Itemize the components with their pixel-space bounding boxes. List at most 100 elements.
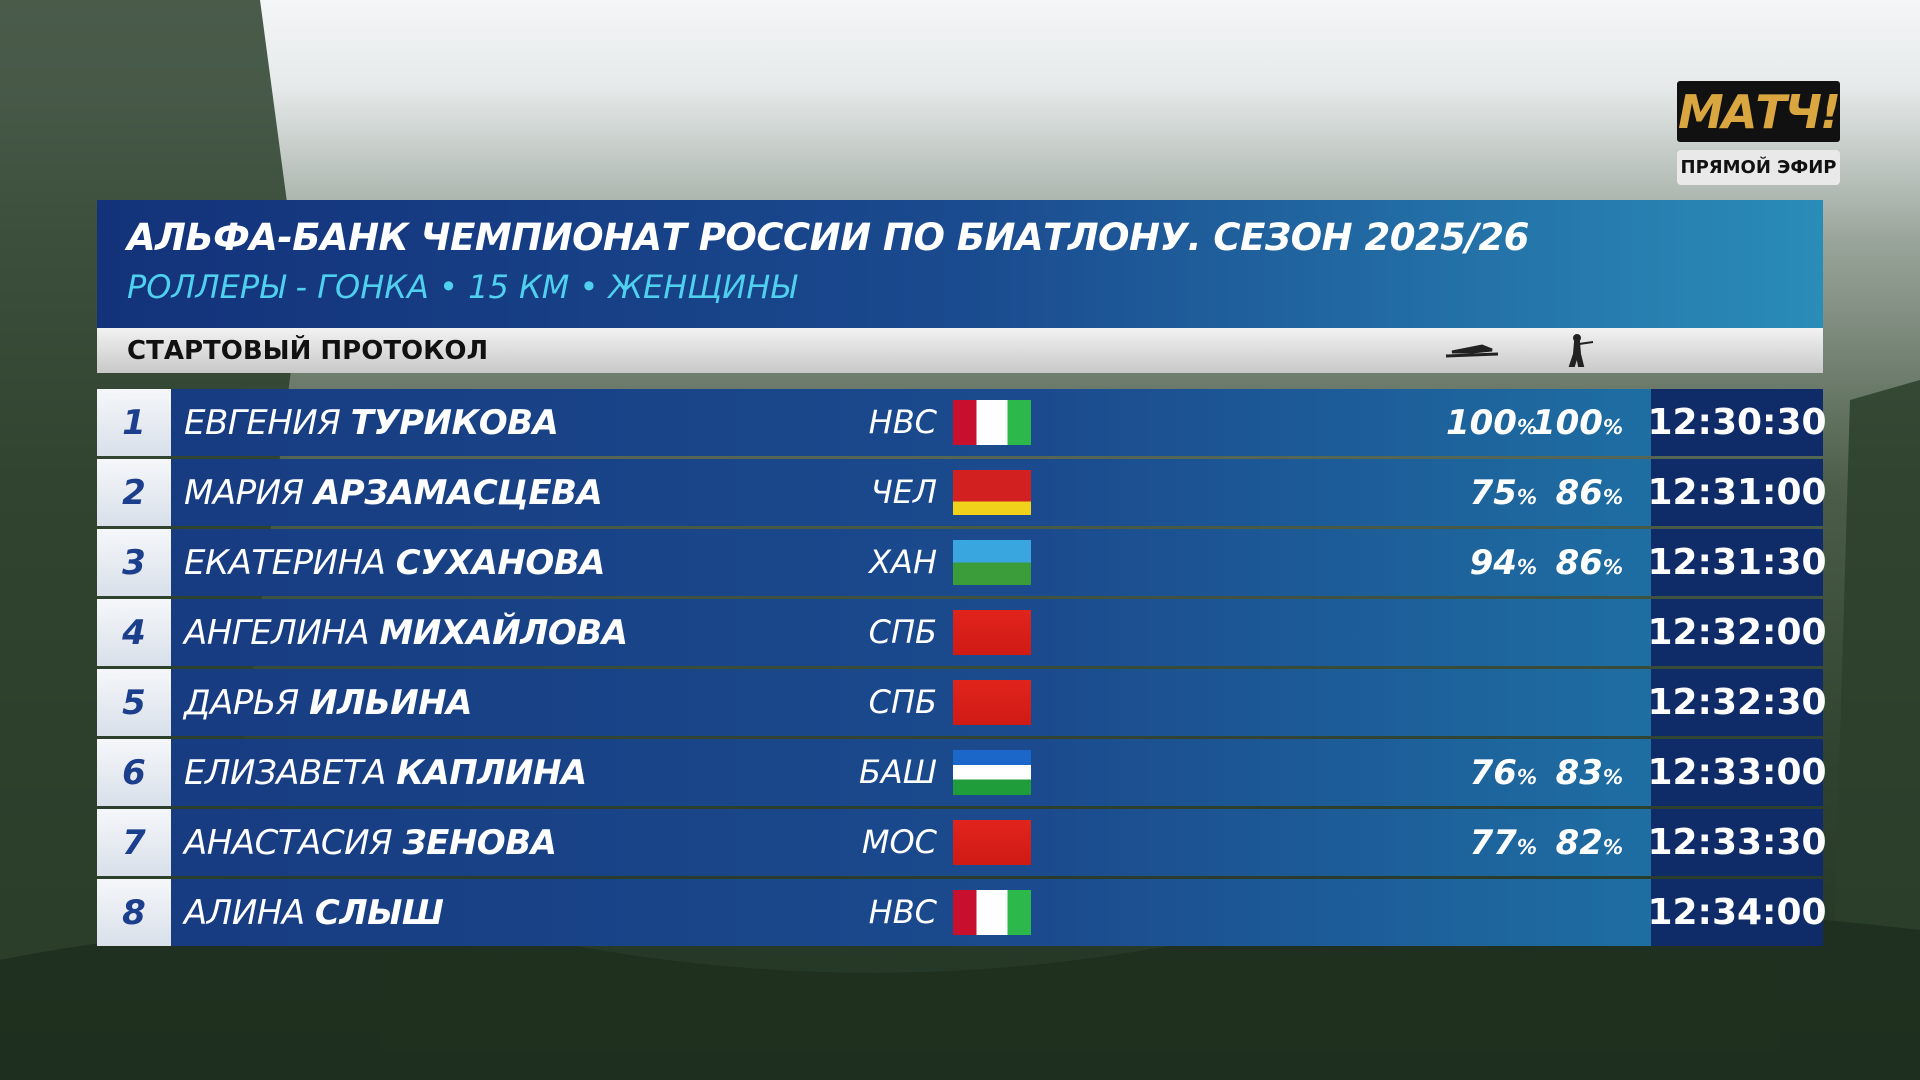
region-flag <box>953 750 1031 795</box>
rank: 1 <box>97 389 171 456</box>
first-name: АНГЕЛИНА <box>184 613 370 653</box>
rank: 5 <box>97 669 171 736</box>
start-row: 2 МАРИЯ АРЗАМАСЦЕВА ЧЕЛ 75% 86% 12:31:00 <box>97 459 1827 526</box>
first-name: МАРИЯ <box>184 473 304 513</box>
region-flag <box>953 610 1031 655</box>
start-row: 7 АНАСТАСИЯ ЗЕНОВА МОС 77% 82% 12:33:30 <box>97 809 1827 876</box>
region: ХАН <box>869 543 937 581</box>
ski-accuracy: 77% <box>1470 823 1537 863</box>
shooting-accuracy-value: 86 <box>1555 473 1603 513</box>
athlete-name: АНГЕЛИНА МИХАЙЛОВА <box>184 613 628 653</box>
ski-accuracy: 100% <box>1446 403 1537 443</box>
live-badge: ПРЯМОЙ ЭФИР <box>1677 150 1840 185</box>
subtitle: РОЛЛЕРЫ - ГОНКА • 15 КМ • ЖЕНЩИНЫ <box>127 268 797 306</box>
last-name: ЗЕНОВА <box>402 823 557 863</box>
first-name: ЕВГЕНИЯ <box>184 403 341 443</box>
shooting-accuracy-unit: % <box>1602 415 1623 439</box>
athlete-name: АНАСТАСИЯ ЗЕНОВА <box>184 823 557 863</box>
first-name: ЕКАТЕРИНА <box>184 543 386 583</box>
shooting-accuracy-value: 83 <box>1555 753 1603 793</box>
region-flag <box>953 400 1031 445</box>
start-row: 3 ЕКАТЕРИНА СУХАНОВА ХАН 94% 86% 12:31:30 <box>97 529 1827 596</box>
channel-logo: МАТЧ! <box>1677 81 1841 142</box>
first-name: ДАРЬЯ <box>184 683 299 723</box>
ski-accuracy-unit: % <box>1516 415 1537 439</box>
ski-accuracy-unit: % <box>1516 555 1537 579</box>
athlete-name: ЕВГЕНИЯ ТУРИКОВА <box>184 403 559 443</box>
first-name: АЛИНА <box>184 893 305 933</box>
region: СПБ <box>868 613 937 651</box>
ski-accuracy-value: 75 <box>1469 473 1517 513</box>
shooting-accuracy-value: 100 <box>1531 403 1603 443</box>
region: НВС <box>868 893 937 931</box>
region-flag <box>953 820 1031 865</box>
athlete-name: АЛИНА СЛЫШ <box>184 893 444 933</box>
region-flag <box>953 680 1031 725</box>
shooting-accuracy-unit: % <box>1602 485 1623 509</box>
start-row: 1 ЕВГЕНИЯ ТУРИКОВА НВС 100% 100% 12:30:30 <box>97 389 1827 456</box>
athlete-name: ЕЛИЗАВЕТА КАПЛИНА <box>184 753 587 793</box>
ski-accuracy-value: 100 <box>1445 403 1517 443</box>
section-label: СТАРТОВЫЙ ПРОТОКОЛ <box>127 336 489 366</box>
region: БАШ <box>858 753 937 791</box>
athlete-name: ЕКАТЕРИНА СУХАНОВА <box>184 543 606 583</box>
ski-accuracy-unit: % <box>1516 485 1537 509</box>
region: СПБ <box>868 683 937 721</box>
shooting-accuracy: 82% <box>1556 823 1623 863</box>
ski-accuracy: 75% <box>1470 473 1537 513</box>
rank: 6 <box>97 739 171 806</box>
ski-accuracy: 94% <box>1470 543 1537 583</box>
start-time: 12:31:00 <box>1647 459 1827 526</box>
rank: 7 <box>97 809 171 876</box>
ski-accuracy: 76% <box>1470 753 1537 793</box>
athlete-name: МАРИЯ АРЗАМАСЦЕВА <box>184 473 603 513</box>
rank: 4 <box>97 599 171 666</box>
section-bar: СТАРТОВЫЙ ПРОТОКОЛ <box>97 328 1823 373</box>
start-time: 12:30:30 <box>1647 389 1827 456</box>
last-name: КАПЛИНА <box>396 753 587 793</box>
title: АЛЬФА-БАНК ЧЕМПИОНАТ РОССИИ ПО БИАТЛОНУ.… <box>127 216 1529 259</box>
start-row: 8 АЛИНА СЛЫШ НВС 12:34:00 <box>97 879 1827 946</box>
shooting-accuracy: 86% <box>1556 543 1623 583</box>
athlete-name: ДАРЬЯ ИЛЬИНА <box>184 683 472 723</box>
start-row: 4 АНГЕЛИНА МИХАЙЛОВА СПБ 12:32:00 <box>97 599 1827 666</box>
shooting-accuracy: 86% <box>1556 473 1623 513</box>
shooting-accuracy: 100% <box>1532 403 1623 443</box>
first-name: ЕЛИЗАВЕТА <box>184 753 386 793</box>
last-name: АРЗАМАСЦЕВА <box>313 473 603 513</box>
ski-accuracy-value: 94 <box>1469 543 1517 583</box>
shooting-accuracy-unit: % <box>1602 765 1623 789</box>
shooting-accuracy-unit: % <box>1602 835 1623 859</box>
start-time: 12:32:00 <box>1647 599 1827 666</box>
start-row: 5 ДАРЬЯ ИЛЬИНА СПБ 12:32:30 <box>97 669 1827 736</box>
ski-icon <box>1445 344 1499 358</box>
shooting-accuracy-value: 86 <box>1555 543 1603 583</box>
shooting-accuracy: 83% <box>1556 753 1623 793</box>
last-name: ТУРИКОВА <box>350 403 559 443</box>
shooting-icon <box>1568 334 1594 367</box>
last-name: МИХАЙЛОВА <box>379 613 628 653</box>
start-time: 12:34:00 <box>1647 879 1827 946</box>
last-name: СУХАНОВА <box>395 543 606 583</box>
start-row: 6 ЕЛИЗАВЕТА КАПЛИНА БАШ 76% 83% 12:33:00 <box>97 739 1827 806</box>
start-time: 12:33:30 <box>1647 809 1827 876</box>
region: ЧЕЛ <box>870 473 937 511</box>
region-flag <box>953 470 1031 515</box>
ski-accuracy-value: 76 <box>1469 753 1517 793</box>
first-name: АНАСТАСИЯ <box>184 823 393 863</box>
start-time: 12:32:30 <box>1647 669 1827 736</box>
region-flag <box>953 890 1031 935</box>
ski-accuracy-value: 77 <box>1469 823 1517 863</box>
last-name: СЛЫШ <box>314 893 444 933</box>
last-name: ИЛЬИНА <box>309 683 472 723</box>
rank: 8 <box>97 879 171 946</box>
start-time: 12:33:00 <box>1647 739 1827 806</box>
start-time: 12:31:30 <box>1647 529 1827 596</box>
region: НВС <box>868 403 937 441</box>
ski-accuracy-unit: % <box>1516 835 1537 859</box>
shooting-accuracy-value: 82 <box>1555 823 1603 863</box>
rank: 2 <box>97 459 171 526</box>
region-flag <box>953 540 1031 585</box>
